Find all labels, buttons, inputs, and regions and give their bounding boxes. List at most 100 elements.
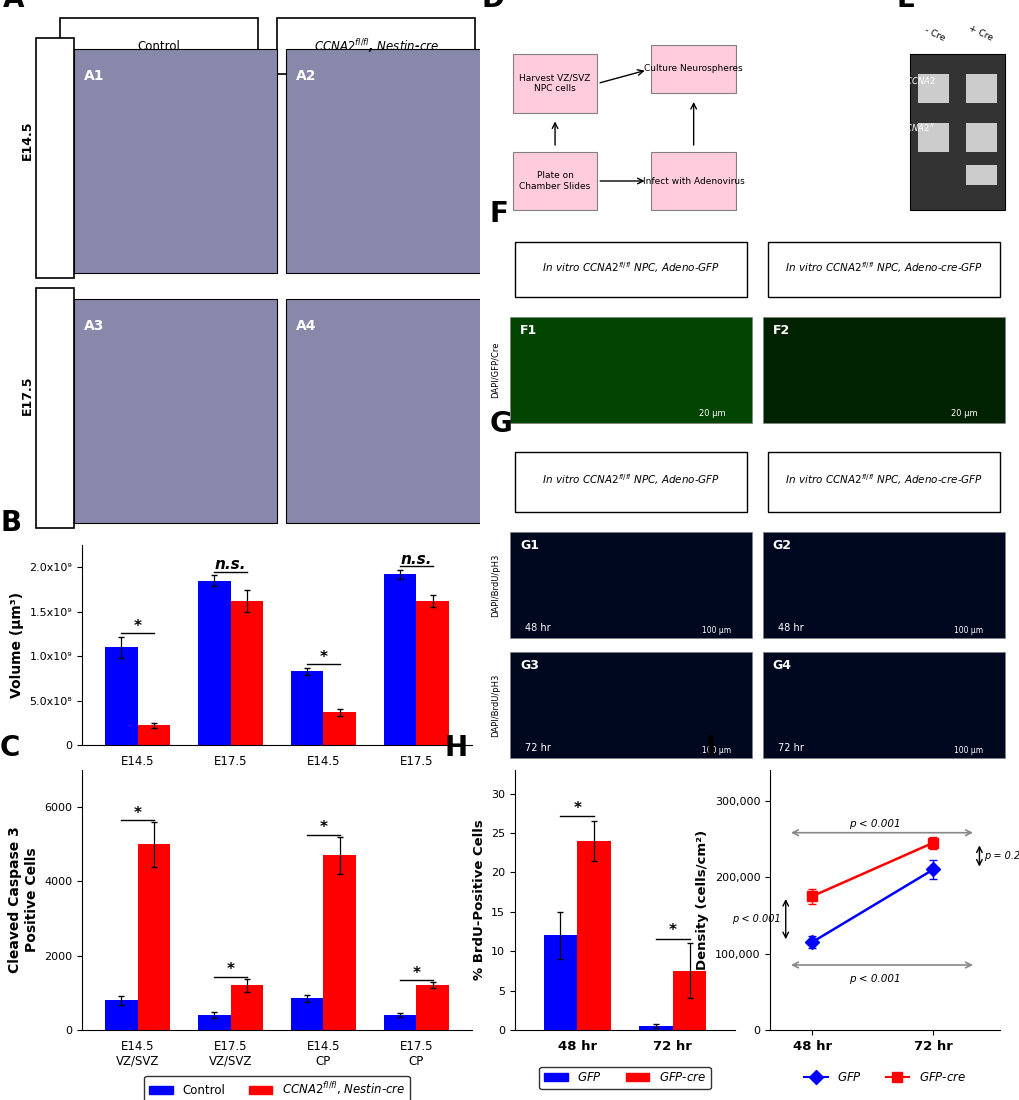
Text: E17.5: E17.5 bbox=[20, 376, 34, 415]
Text: $\it{In\ vitro}$ $CCNA2^{fl/fl}$ NPC, Adeno-$\it{cre}$-$\it{GFP}$: $\it{In\ vitro}$ $CCNA2^{fl/fl}$ NPC, Ad… bbox=[784, 473, 982, 487]
Bar bbox=[286, 48, 489, 273]
Bar bbox=[515, 452, 747, 512]
Text: n.s.: n.s. bbox=[400, 552, 432, 568]
Bar bbox=[965, 122, 997, 152]
FancyBboxPatch shape bbox=[37, 39, 74, 278]
Text: I: I bbox=[705, 734, 715, 762]
Text: G: G bbox=[489, 410, 513, 438]
Bar bbox=[510, 317, 752, 422]
Bar bbox=[762, 532, 1004, 638]
Text: $\Delta CCNA2$: $\Delta CCNA2$ bbox=[899, 75, 934, 86]
Text: 20 μm: 20 μm bbox=[698, 409, 725, 418]
Text: *: * bbox=[133, 805, 142, 821]
Bar bbox=[917, 74, 948, 103]
Text: p = 0.2: p = 0.2 bbox=[983, 851, 1019, 861]
Bar bbox=[767, 452, 999, 512]
Text: F1: F1 bbox=[520, 323, 537, 337]
Legend: $\it{GFP}$, $\it{GFP}$-$\it{cre}$: $\it{GFP}$, $\it{GFP}$-$\it{cre}$ bbox=[539, 1067, 710, 1089]
Legend: $\it{GFP}$, $\it{GFP}$-$\it{cre}$: $\it{GFP}$, $\it{GFP}$-$\it{cre}$ bbox=[799, 1067, 970, 1089]
Text: + Cre: + Cre bbox=[966, 23, 994, 43]
Text: G2: G2 bbox=[772, 539, 791, 552]
Bar bbox=[230, 986, 263, 1030]
FancyBboxPatch shape bbox=[277, 18, 475, 74]
Bar bbox=[198, 581, 230, 745]
Text: A4: A4 bbox=[296, 319, 316, 333]
Text: $\it{In\ vitro}$ $CCNA2^{fl/fl}$ NPC, Adeno-$\it{GFP}$: $\it{In\ vitro}$ $CCNA2^{fl/fl}$ NPC, Ad… bbox=[542, 473, 719, 487]
Text: 72 hr: 72 hr bbox=[776, 744, 803, 754]
Bar bbox=[965, 165, 997, 185]
Bar bbox=[673, 971, 705, 1030]
Bar bbox=[510, 532, 752, 638]
Bar bbox=[651, 152, 736, 210]
Text: D: D bbox=[481, 0, 504, 13]
Text: $\it{In\ vitro}$ $CCNA2^{fl/fl}$ NPC, Adeno-$\it{GFP}$: $\it{In\ vitro}$ $CCNA2^{fl/fl}$ NPC, Ad… bbox=[542, 260, 719, 275]
Bar bbox=[513, 54, 597, 113]
Bar bbox=[577, 840, 610, 1030]
Bar bbox=[543, 935, 577, 1030]
Text: DAPI/BrdU/pH3: DAPI/BrdU/pH3 bbox=[490, 553, 499, 617]
Text: 100 μm: 100 μm bbox=[701, 626, 731, 636]
Text: Control: Control bbox=[138, 40, 180, 53]
Bar bbox=[416, 601, 448, 745]
Text: C: C bbox=[0, 734, 20, 762]
Text: - Cre: - Cre bbox=[922, 25, 945, 43]
Text: 100 μm: 100 μm bbox=[701, 747, 731, 756]
Text: p < 0.001: p < 0.001 bbox=[848, 818, 900, 828]
Bar bbox=[762, 652, 1004, 758]
Bar bbox=[965, 74, 997, 103]
Bar bbox=[416, 986, 448, 1030]
Bar bbox=[74, 48, 277, 273]
Y-axis label: Cleaved Caspase 3
Positive Cells: Cleaved Caspase 3 Positive Cells bbox=[8, 826, 39, 974]
Bar bbox=[323, 712, 356, 745]
Text: *: * bbox=[319, 821, 327, 835]
Text: 20 μm: 20 μm bbox=[951, 409, 977, 418]
Bar bbox=[138, 725, 170, 745]
Text: n.s.: n.s. bbox=[215, 558, 246, 572]
Bar bbox=[290, 999, 323, 1030]
Text: Culture Neurospheres: Culture Neurospheres bbox=[644, 65, 742, 74]
Text: *: * bbox=[573, 801, 581, 815]
Bar bbox=[767, 242, 999, 297]
Bar bbox=[651, 44, 736, 94]
Y-axis label: Density (cells/cm²): Density (cells/cm²) bbox=[695, 829, 708, 970]
Bar bbox=[513, 152, 597, 210]
Bar bbox=[323, 856, 356, 1030]
Text: 48 hr: 48 hr bbox=[525, 624, 550, 634]
Bar bbox=[138, 845, 170, 1030]
Bar bbox=[105, 647, 138, 745]
Text: $CCNA2^{fl/fl}$, $\it{Nestin}$-$\it{cre}$: $CCNA2^{fl/fl}$, $\it{Nestin}$-$\it{cre}… bbox=[313, 37, 438, 55]
Text: G3: G3 bbox=[520, 659, 538, 672]
Bar bbox=[383, 574, 416, 745]
Text: DAPI/BrdU/pH3: DAPI/BrdU/pH3 bbox=[490, 673, 499, 737]
Text: E14.5: E14.5 bbox=[20, 121, 34, 161]
Text: A3: A3 bbox=[84, 319, 104, 333]
Text: G1: G1 bbox=[520, 539, 539, 552]
Text: *: * bbox=[319, 650, 327, 664]
Bar bbox=[639, 1026, 673, 1030]
Text: DAPI/GFP/Cre: DAPI/GFP/Cre bbox=[490, 342, 499, 398]
Text: *: * bbox=[412, 966, 420, 981]
Bar bbox=[290, 671, 323, 745]
Text: Harvest VZ/SVZ
NPC cells: Harvest VZ/SVZ NPC cells bbox=[519, 74, 590, 94]
Y-axis label: Volume (μm³): Volume (μm³) bbox=[10, 592, 23, 698]
Text: F: F bbox=[489, 200, 508, 229]
Bar bbox=[74, 298, 277, 522]
Text: G4: G4 bbox=[772, 659, 791, 672]
Text: p < 0.001: p < 0.001 bbox=[732, 914, 781, 924]
Y-axis label: % BrdU-Positive Cells: % BrdU-Positive Cells bbox=[472, 820, 485, 980]
Text: A: A bbox=[3, 0, 24, 13]
Text: H: H bbox=[444, 734, 468, 762]
Bar bbox=[510, 652, 752, 758]
Text: *: * bbox=[668, 923, 677, 937]
FancyBboxPatch shape bbox=[60, 18, 258, 74]
Bar bbox=[515, 242, 747, 297]
Legend: Control, $CCNA2^{fl/fl}$, $\it{Nestin}$-$\it{cre}$: Control, $CCNA2^{fl/fl}$, $\it{Nestin}$-… bbox=[144, 1076, 410, 1100]
Bar bbox=[286, 298, 489, 522]
Bar bbox=[105, 1000, 138, 1030]
Text: F2: F2 bbox=[772, 323, 789, 337]
Text: p < 0.001: p < 0.001 bbox=[848, 974, 900, 983]
Text: 48 hr: 48 hr bbox=[776, 624, 803, 634]
Bar bbox=[917, 122, 948, 152]
Text: B: B bbox=[0, 509, 21, 537]
Text: 100 μm: 100 μm bbox=[954, 747, 982, 756]
